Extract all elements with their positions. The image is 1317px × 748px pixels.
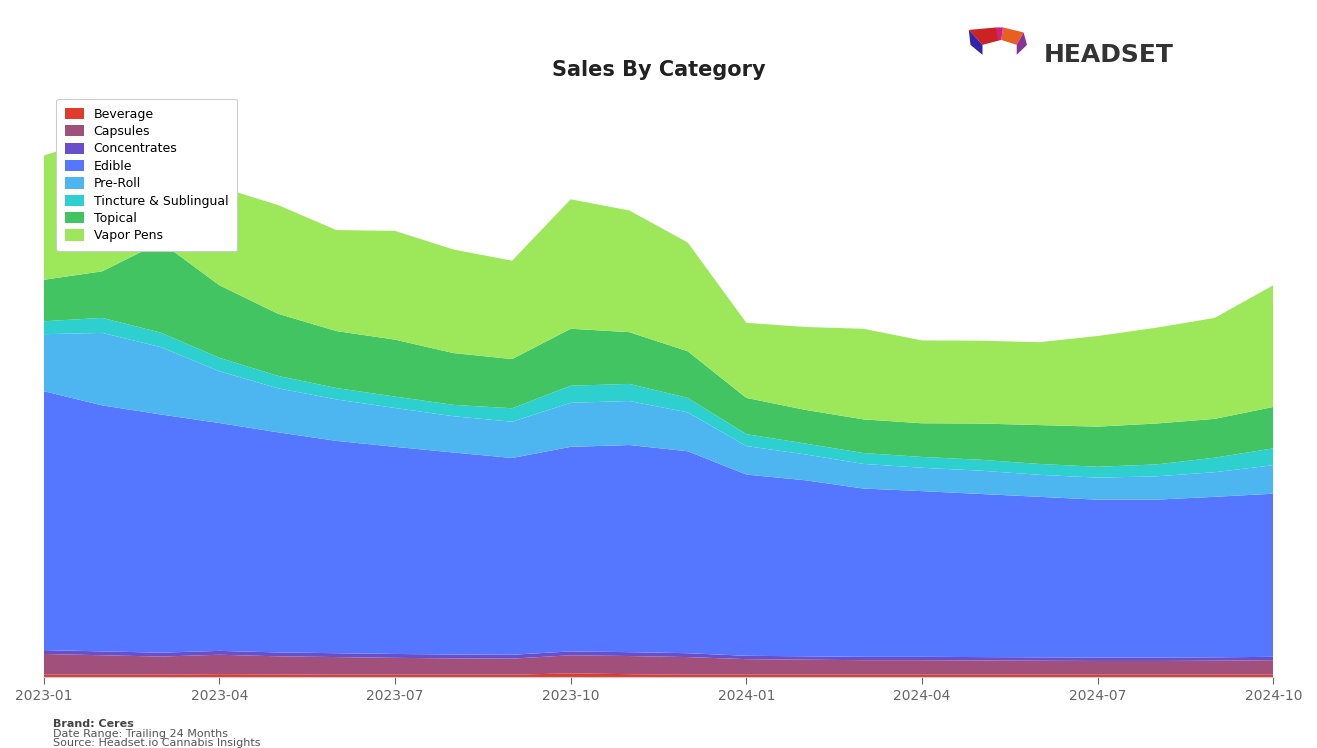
Polygon shape [1017,32,1027,55]
Text: Source: Headset.io Cannabis Insights: Source: Headset.io Cannabis Insights [53,738,261,748]
Title: Sales By Category: Sales By Category [552,60,765,80]
Legend: Beverage, Capsules, Concentrates, Edible, Pre-Roll, Tincture & Sublingual, Topic: Beverage, Capsules, Concentrates, Edible… [57,99,237,251]
Polygon shape [996,28,1004,40]
Text: Date Range: Trailing 24 Months: Date Range: Trailing 24 Months [53,729,228,739]
Text: Brand: Ceres: Brand: Ceres [53,719,133,729]
Text: HEADSET: HEADSET [1044,43,1173,67]
Polygon shape [969,30,982,55]
Polygon shape [969,28,1001,45]
Polygon shape [1001,28,1023,45]
